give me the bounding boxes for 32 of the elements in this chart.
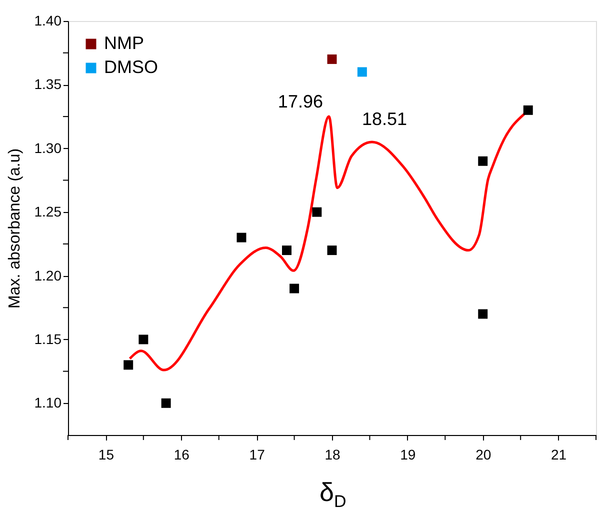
point [327, 246, 337, 256]
y-axis-title: Max. absorbance (a.u) [6, 148, 24, 309]
point [282, 246, 292, 256]
point [290, 284, 300, 294]
x-tick-label: 21 [550, 446, 567, 462]
x-tick-label: 16 [174, 446, 190, 462]
point [523, 105, 533, 115]
legend-label: NMP [104, 33, 144, 53]
y-tick-label: 1.40 [34, 12, 62, 28]
legend-label: DMSO [104, 57, 158, 77]
point [478, 309, 488, 319]
x-tick-label: 19 [400, 446, 416, 462]
point [357, 67, 367, 77]
y-tick-label: 1.30 [34, 140, 62, 156]
x-tick-label: 15 [98, 446, 114, 462]
point [236, 232, 246, 242]
point [161, 398, 171, 408]
annotation: 17.96 [278, 92, 323, 112]
point [478, 156, 488, 166]
y-tick-label: 1.10 [34, 394, 62, 411]
point [124, 360, 134, 370]
point [312, 207, 322, 217]
x-tick-label: 18 [324, 446, 340, 462]
y-tick-label: 1.25 [34, 204, 62, 220]
y-tick-label: 1.20 [34, 267, 62, 284]
x-tick-label: 17 [249, 446, 266, 462]
y-tick-label: 1.15 [34, 330, 62, 347]
point [138, 334, 148, 344]
point [327, 54, 337, 64]
x-tick-label: 20 [476, 446, 492, 462]
y-tick-label: 1.35 [34, 76, 62, 92]
annotation: 18.51 [362, 109, 408, 130]
